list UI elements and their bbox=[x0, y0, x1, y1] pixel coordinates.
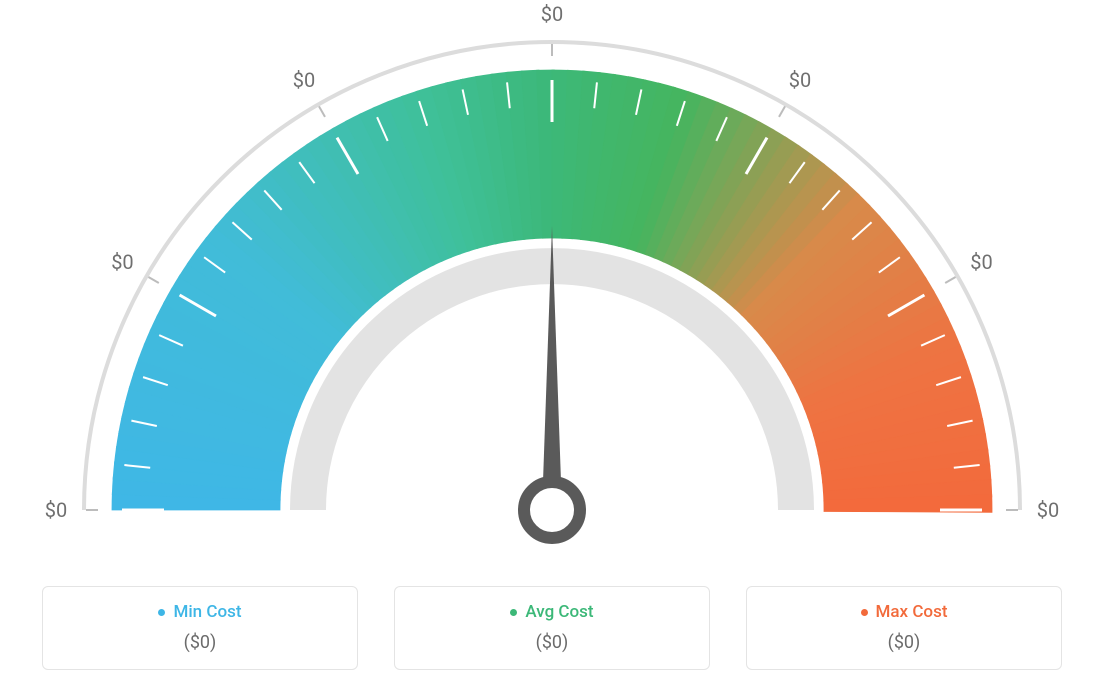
legend-label-text: Max Cost bbox=[876, 602, 948, 622]
legend-label-min: Min Cost bbox=[158, 602, 241, 622]
gauge-tick-label: $0 bbox=[541, 2, 563, 26]
gauge-tick-label: $0 bbox=[1037, 498, 1059, 522]
legend-value-avg: ($0) bbox=[413, 632, 691, 653]
gauge: $0$0$0$0$0$0$0 bbox=[42, 10, 1062, 570]
legend-label-max: Max Cost bbox=[861, 602, 948, 622]
legend-value-max: ($0) bbox=[765, 632, 1043, 653]
gauge-tick-label: $0 bbox=[111, 250, 133, 274]
legend-row: Min Cost ($0) Avg Cost ($0) Max Cost ($0) bbox=[42, 586, 1062, 671]
legend-dot-min bbox=[158, 609, 165, 616]
legend-value-min: ($0) bbox=[61, 632, 339, 653]
gauge-chart-container: $0$0$0$0$0$0$0 Min Cost($0)Avg Cost($0)M… bbox=[0, 0, 1104, 690]
legend-card-max: Max Cost ($0) bbox=[746, 586, 1062, 671]
legend-label-text: Avg Cost bbox=[525, 602, 593, 622]
legend-dot-max bbox=[861, 609, 868, 616]
gauge-tick-label: $0 bbox=[293, 68, 315, 92]
gauge-tick-label: $0 bbox=[970, 250, 992, 274]
gauge-tick-label: $0 bbox=[45, 498, 67, 522]
legend-label-text: Min Cost bbox=[173, 602, 241, 622]
legend-card-min: Min Cost ($0) bbox=[42, 586, 358, 671]
legend-card-avg: Avg Cost ($0) bbox=[394, 586, 710, 671]
legend-dot-avg bbox=[510, 609, 517, 616]
gauge-tick-label: $0 bbox=[789, 68, 811, 92]
legend-label-avg: Avg Cost bbox=[510, 602, 593, 622]
